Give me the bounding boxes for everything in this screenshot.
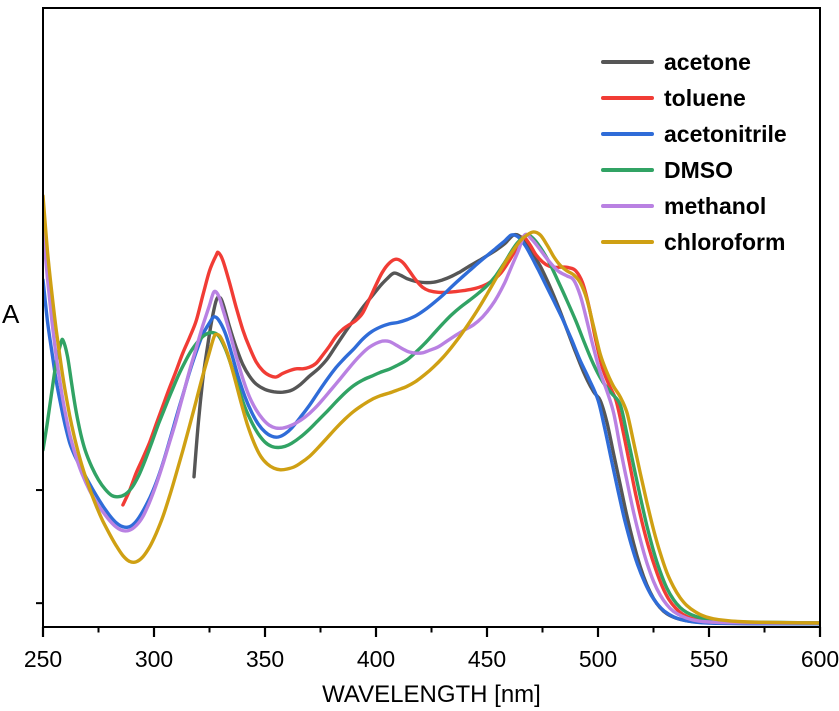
x-tick-label: 400 <box>357 646 395 672</box>
legend-item-methanol: methanol <box>601 188 787 224</box>
spectrum-curve-acetonitrile <box>43 233 820 626</box>
legend-line-swatch <box>601 240 654 244</box>
legend-item-label: acetonitrile <box>664 120 787 147</box>
legend-line-swatch <box>601 168 654 172</box>
x-tick-label: 350 <box>246 646 284 672</box>
x-tick-label: 250 <box>24 646 62 672</box>
y-axis-label: A <box>2 299 20 329</box>
legend-item-label: chloroform <box>664 228 786 255</box>
x-tick-label: 450 <box>468 646 506 672</box>
legend-item-label: DMSO <box>664 156 733 183</box>
x-tick-label: 500 <box>579 646 617 672</box>
spectrum-curve-acetone <box>192 232 820 626</box>
legend-line-swatch <box>601 204 654 208</box>
x-tick-label: 550 <box>690 646 728 672</box>
spectrum-curve-DMSO <box>43 233 820 625</box>
legend-line-swatch <box>601 96 654 100</box>
legend-item-chloroform: chloroform <box>601 224 787 260</box>
x-tick-label: 600 <box>801 646 839 672</box>
legend-item-acetone: acetone <box>601 44 787 80</box>
legend-line-swatch <box>601 132 654 136</box>
legend-item-toluene: toluene <box>601 80 787 116</box>
legend-item-label: toluene <box>664 84 746 111</box>
legend-item-acetonitrile: acetonitrile <box>601 116 787 152</box>
spectrum-curve-chloroform <box>43 194 820 625</box>
x-tick-label: 300 <box>135 646 173 672</box>
legend-item-label: methanol <box>664 192 767 219</box>
x-axis-label: WAVELENGTH [nm] <box>322 681 541 708</box>
legend: acetone toluene acetonitrile DMSO methan… <box>601 44 787 260</box>
spectrum-curve-methanol <box>43 225 820 625</box>
legend-line-swatch <box>601 60 654 64</box>
spectrum-curve-toluene <box>121 235 820 625</box>
legend-item-dmso: DMSO <box>601 152 787 188</box>
legend-item-label: acetone <box>664 48 751 75</box>
